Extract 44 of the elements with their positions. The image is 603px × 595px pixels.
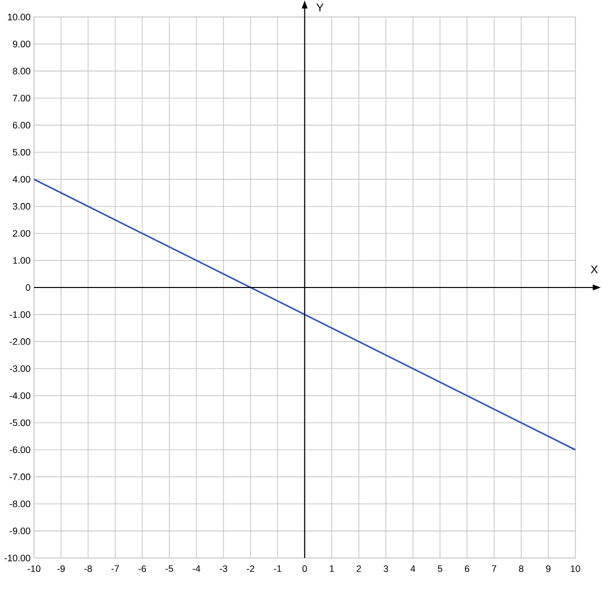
y-tick-label: 3.00 bbox=[12, 203, 30, 210]
y-tick-label: -7.00 bbox=[10, 474, 30, 480]
y-tick-label: 9.00 bbox=[12, 40, 30, 48]
x-tick-label: 1 bbox=[330, 565, 334, 572]
x-tick-label: -10 bbox=[28, 565, 40, 572]
x-tick-label: 5 bbox=[438, 565, 442, 572]
x-tick-label: 6 bbox=[464, 565, 470, 572]
x-tick-label: -4 bbox=[192, 565, 200, 572]
y-tick-label: 2.00 bbox=[12, 230, 30, 237]
y-tick-label: -10.00 bbox=[4, 554, 30, 562]
x-tick-label: 10 bbox=[570, 565, 580, 572]
x-tick-label: -8 bbox=[84, 565, 92, 572]
x-tick-label: 3 bbox=[384, 565, 388, 572]
y-tick-label: -8.00 bbox=[10, 500, 30, 508]
x-tick-label: 8 bbox=[519, 565, 524, 572]
x-tick-label: -7 bbox=[111, 565, 119, 572]
x-tick-label: -1 bbox=[274, 565, 282, 572]
x-tick-label: -3 bbox=[220, 565, 228, 572]
y-axis-title: Y bbox=[316, 4, 324, 12]
y-tick-label: 7.00 bbox=[12, 94, 30, 102]
y-tick-label: -2.00 bbox=[10, 338, 30, 345]
y-tick-label: -4.00 bbox=[10, 392, 30, 399]
x-tick-label: 2 bbox=[356, 565, 361, 572]
y-tick-label: -3.00 bbox=[10, 365, 30, 372]
y-tick-label: 8.00 bbox=[12, 68, 30, 74]
x-tick-label: 4 bbox=[410, 565, 416, 572]
x-tick-label: 7 bbox=[492, 565, 496, 572]
y-tick-label: 10.00 bbox=[8, 14, 30, 20]
y-tick-label: -9.00 bbox=[10, 528, 30, 534]
x-axis-title: X bbox=[590, 266, 598, 274]
y-tick-label: 1.00 bbox=[13, 257, 30, 264]
y-tick-label: 5.00 bbox=[12, 148, 30, 156]
x-tick-label: -2 bbox=[246, 565, 254, 572]
x-tick-label: -6 bbox=[138, 565, 146, 572]
y-tick-label: 0 bbox=[26, 284, 30, 291]
y-tick-label: 4.00 bbox=[12, 176, 30, 183]
x-tick-label: 9 bbox=[546, 565, 550, 572]
x-tick-label: -9 bbox=[57, 565, 65, 572]
y-tick-label: 6.00 bbox=[12, 122, 30, 128]
x-tick-label: 0 bbox=[302, 565, 307, 572]
y-tick-label: -1.00 bbox=[10, 311, 30, 318]
y-tick-label: -5.00 bbox=[10, 419, 30, 426]
y-tick-label: -6.00 bbox=[10, 446, 30, 454]
x-tick-label: -5 bbox=[166, 565, 174, 572]
